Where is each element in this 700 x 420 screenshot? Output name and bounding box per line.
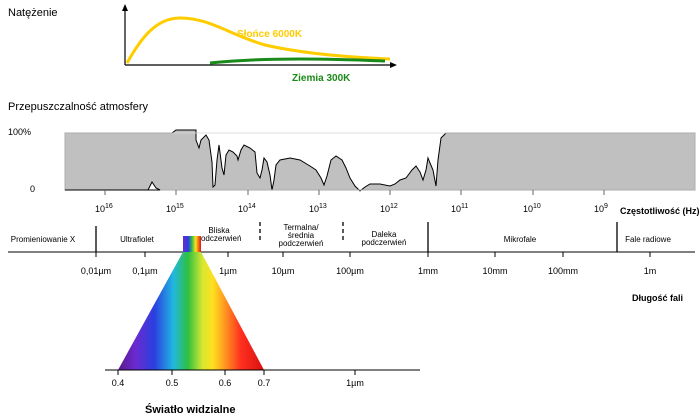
sun-label: Słońce 6000K — [237, 29, 303, 40]
atmosphere-title: Przepuszczalność atmosfery — [8, 101, 148, 113]
freq-tick-label: 1013 — [309, 203, 327, 214]
wavelength-tick-label: 10mm — [482, 266, 507, 276]
wavelength-tick-label: 1mm — [418, 266, 438, 276]
band-label: Termalna/średnia podczerwień — [279, 223, 324, 248]
band-label: Promieniowanie X — [11, 235, 76, 244]
intensity-title: Natężenie — [8, 7, 58, 19]
wavelength-tick-label: 0,01µm — [81, 266, 111, 276]
wavelength-tick-label: 0,1µm — [132, 266, 157, 276]
sun-curve — [125, 16, 391, 64]
bands-row: Promieniowanie X Ultrafiolet Bliska podczer… — [8, 222, 695, 303]
band-labels: Promieniowanie X Ultrafiolet Bliska podczer… — [11, 223, 672, 248]
freq-tick-labels: 1016 1015 1014 1013 1012 1011 1010 109 — [95, 203, 608, 214]
visible-tick-label: 0.4 — [112, 378, 125, 388]
band-label: Daleka podczerwień — [362, 230, 407, 247]
wavelength-tick-label: 1µm — [219, 266, 237, 276]
freq-tick-label: 1010 — [523, 203, 541, 214]
band-label: Ultrafiolet — [120, 235, 155, 244]
freq-tick-label: 109 — [594, 203, 608, 214]
y-label-100: 100% — [8, 127, 31, 137]
intensity-x-arrow — [390, 62, 397, 68]
visible-tick-label: 0.5 — [166, 378, 179, 388]
earth-curve — [209, 57, 386, 65]
earth-label: Ziemia 300K — [292, 73, 351, 84]
transmittance-area — [64, 129, 696, 192]
visible-tick-labels: 0.4 0.5 0.6 0.7 1µm — [112, 378, 364, 388]
atmosphere-frame — [64, 132, 696, 191]
wavelength-tick-label: 1m — [644, 266, 657, 276]
wavelength-tick-label: 10µm — [272, 266, 295, 276]
visible-title: Światło widzialne — [145, 403, 235, 416]
freq-tick-label: 1014 — [238, 203, 256, 214]
freq-tick-label: 1012 — [380, 203, 398, 214]
intensity-y-arrow — [122, 4, 128, 11]
band-label: Mikrofale — [504, 235, 537, 244]
band-label: Bliska podczerwień — [197, 226, 242, 243]
wavelength-tick-marks — [95, 252, 651, 257]
wavelength-tick-label: 100µm — [336, 266, 364, 276]
visible-tick-label: 0.6 — [219, 378, 232, 388]
visible-band-strip — [183, 236, 201, 252]
visible-tick-label: 1µm — [346, 378, 364, 388]
freq-tick-marks — [104, 190, 605, 195]
wavelength-tick-labels: 0,01µm 0,1µm 1µm 10µm 100µm 1mm 10mm 100mm 1m — [81, 266, 656, 276]
atmosphere-panel: Przepuszczalność atmosfery 100% 0 1016 10… — [8, 101, 700, 216]
freq-axis-label: Częstotliwość (Hz) — [620, 206, 700, 216]
visible-tick-marks — [117, 370, 356, 375]
freq-tick-label: 1016 — [95, 203, 113, 214]
band-label: Fale radiowe — [625, 235, 671, 244]
wavelength-tick-label: 100mm — [548, 266, 578, 276]
y-label-0: 0 — [30, 184, 35, 194]
visible-spectrum-fan — [118, 252, 264, 370]
freq-tick-label: 1011 — [451, 203, 468, 214]
intensity-panel: Natężenie Słońce 6000K Ziemia 300K — [8, 4, 397, 84]
freq-tick-label: 1015 — [166, 203, 184, 214]
visible-tick-label: 0.7 — [258, 378, 271, 388]
wavelength-axis-label: Długość fali — [632, 293, 683, 303]
visible-light-panel: 0.4 0.5 0.6 0.7 1µm Światło widzialne — [105, 236, 420, 416]
transmittance-uv-edge — [65, 181, 161, 191]
